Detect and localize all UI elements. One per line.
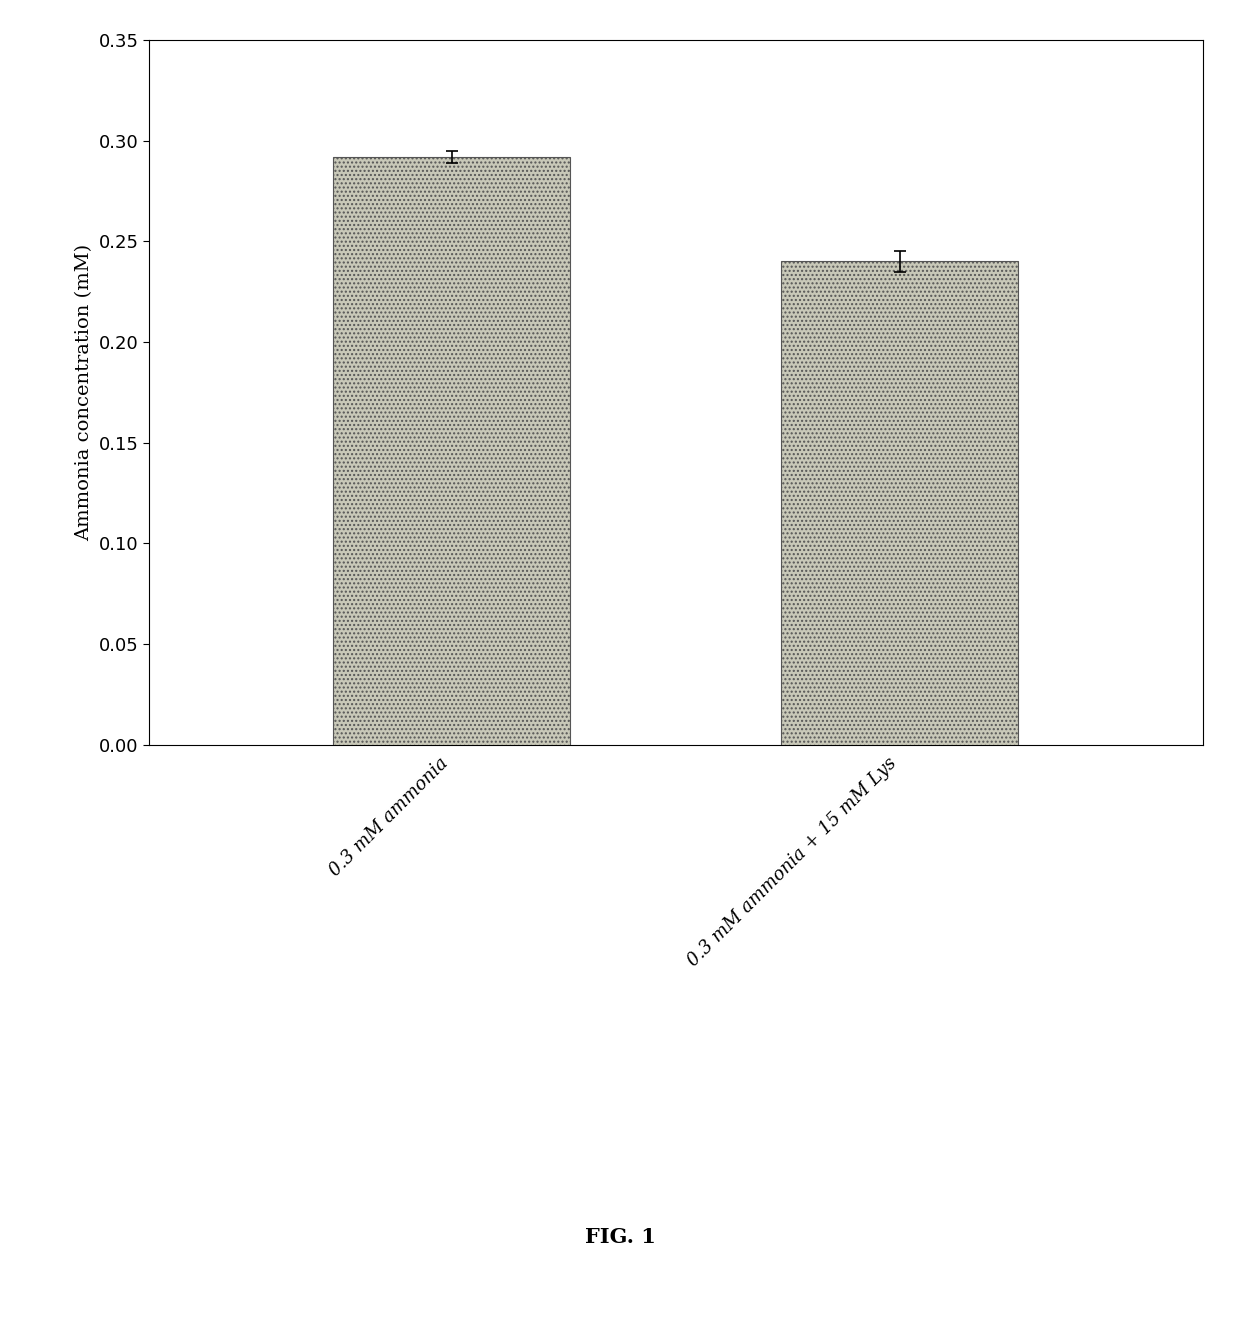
Bar — [334, 157, 570, 745]
Bar — [781, 262, 1018, 745]
Y-axis label: Ammonia concentration (mM): Ammonia concentration (mM) — [74, 243, 93, 541]
Text: FIG. 1: FIG. 1 — [584, 1226, 656, 1248]
